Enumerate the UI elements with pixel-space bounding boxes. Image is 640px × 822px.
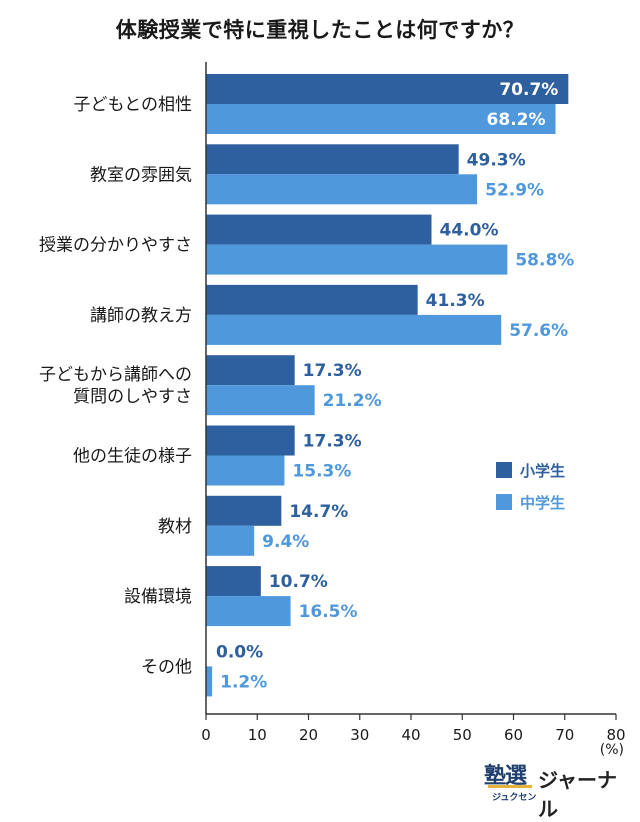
- bar-junior-high: [206, 385, 315, 416]
- value-label: 0.0%: [216, 642, 263, 662]
- value-label: 58.8%: [515, 251, 574, 271]
- axis-layer: 0 10 20 30 40 50 60 70 80: [201, 62, 626, 744]
- x-tick-label: 10: [248, 726, 267, 744]
- logo-mark: 塾選: [484, 764, 527, 789]
- category-label: 質問のしやすさ: [73, 387, 192, 407]
- value-label: 68.2%: [487, 110, 546, 130]
- category-label: 設備環境: [124, 587, 192, 607]
- value-label: 21.2%: [323, 391, 382, 411]
- category-label: 教材: [158, 517, 192, 537]
- logo-underline: [488, 785, 532, 788]
- category-label: 講師の教え方: [90, 306, 192, 326]
- bar-elementary: [206, 495, 282, 526]
- value-label: 10.7%: [269, 572, 328, 592]
- logo-mark-sub: ジュクセン: [492, 793, 537, 803]
- x-tick-label: 70: [555, 726, 574, 744]
- value-label: 15.3%: [292, 462, 351, 482]
- bar-elementary: [206, 425, 295, 456]
- labels-layer: 70.7% 68.2% 子どもとの相性 49.3% 52.9% 教室の雰囲気 44.0% 58…: [39, 80, 574, 692]
- bar-junior-high: [206, 314, 502, 345]
- value-label: 1.2%: [220, 672, 267, 692]
- category-label: 子どもとの相性: [74, 95, 193, 115]
- category-label: 授業の分かりやすさ: [39, 236, 192, 256]
- bar-junior-high: [206, 104, 556, 134]
- bar-elementary: [206, 74, 569, 104]
- x-tick-label: 20: [299, 726, 318, 744]
- value-label: 49.3%: [467, 150, 526, 170]
- category-label: 他の生徒の様子: [73, 447, 192, 467]
- value-label: 70.7%: [499, 80, 558, 100]
- bar-junior-high: [206, 244, 508, 275]
- legend-swatch: [496, 462, 512, 478]
- logo-text: ジャーナル: [538, 768, 617, 821]
- legend-label: 小学生: [520, 462, 565, 480]
- value-label: 14.7%: [289, 502, 348, 522]
- bar-junior-high: [206, 666, 213, 697]
- bar-elementary: [206, 144, 459, 175]
- category-label: 教室の雰囲気: [90, 165, 192, 185]
- chart-title: 体験授業で特に重視したことは何ですか？: [115, 18, 525, 42]
- value-label: 44.0%: [440, 221, 499, 241]
- legend-swatch: [496, 494, 512, 510]
- bar-elementary: [206, 284, 418, 315]
- value-label: 17.3%: [303, 361, 362, 381]
- value-label: 57.6%: [509, 321, 568, 341]
- bar-junior-high: [206, 596, 291, 627]
- category-label: その他: [141, 657, 192, 677]
- value-label: 41.3%: [426, 291, 485, 311]
- bar-junior-high: [206, 525, 255, 556]
- x-tick-label: 0: [201, 726, 211, 744]
- x-tick-label: 50: [453, 726, 472, 744]
- bar-elementary: [206, 355, 295, 386]
- legend-label: 中学生: [520, 494, 565, 512]
- value-label: 52.9%: [485, 180, 544, 200]
- category-label: 子どもから講師への: [39, 365, 192, 385]
- brand-logo: 塾選 ジュクセン ジャーナル: [484, 758, 634, 821]
- bar-junior-high: [206, 174, 478, 205]
- x-tick-label: 80: [606, 726, 625, 744]
- value-label: 16.5%: [299, 602, 358, 622]
- x-tick-label: 30: [350, 726, 369, 744]
- bar-elementary: [206, 566, 261, 597]
- axis-unit-label: (%): [599, 742, 624, 758]
- bars-layer: [206, 74, 569, 697]
- value-label: 9.4%: [262, 532, 309, 552]
- x-tick-label: 60: [504, 726, 523, 744]
- bar-elementary: [206, 214, 432, 245]
- x-tick-label: 40: [401, 726, 420, 744]
- value-label: 17.3%: [303, 432, 362, 452]
- bar-junior-high: [206, 455, 285, 486]
